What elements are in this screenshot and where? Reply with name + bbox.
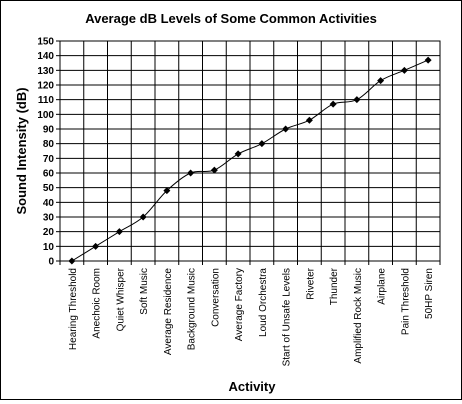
x-tick-label: Average Residence	[163, 268, 174, 356]
data-point-marker	[282, 125, 290, 133]
data-point-marker	[353, 96, 361, 104]
y-tick-label: 20	[43, 227, 55, 238]
y-tick-label: 100	[37, 110, 54, 121]
y-tick-label: 120	[37, 81, 54, 92]
y-tick-label: 70	[43, 154, 55, 165]
data-point-marker	[234, 150, 242, 158]
x-axis-label: Activity	[229, 379, 277, 394]
x-tick-labels: Hearing Threshold Anechoic Room Quiet Whis…	[68, 267, 435, 366]
chart-title: Average dB Levels of Some Common Activit…	[85, 11, 377, 26]
y-tick-label: 50	[43, 183, 55, 194]
y-tick-label: 40	[43, 198, 55, 209]
y-tick-label: 130	[37, 66, 54, 77]
x-tick-label: Background Music	[187, 268, 198, 350]
data-point-marker	[115, 228, 123, 236]
data-point-marker	[210, 166, 218, 174]
y-tick-label: 140	[37, 51, 54, 62]
data-point-marker	[258, 140, 266, 148]
y-tick-label: 150	[37, 37, 54, 48]
x-tick-label: Airplane	[377, 268, 388, 305]
y-tick-label: 60	[43, 169, 55, 180]
data-point-marker	[187, 169, 195, 177]
x-tick-label: Anechoic Room	[92, 268, 103, 339]
x-tick-label: Conversation	[210, 268, 221, 327]
x-tick-label: Hearing Threshold	[68, 268, 79, 350]
x-tick-label: 50HP Siren	[424, 268, 435, 319]
y-tick-label: 0	[48, 257, 54, 268]
data-point-marker	[68, 257, 76, 265]
y-tick-label: 30	[43, 213, 55, 224]
y-axis-label: Sound Intensity (dB)	[14, 87, 29, 214]
x-tick-label: Amplified Rock Music	[353, 268, 364, 364]
data-point-marker	[400, 66, 408, 74]
series-line	[71, 59, 429, 262]
data-point-marker	[329, 100, 337, 108]
data-point-marker	[377, 77, 385, 85]
x-tick-label: Loud Orchestra	[258, 268, 269, 337]
y-tick-label: 110	[38, 95, 55, 106]
x-tick-label: Pain Threshold	[400, 268, 411, 335]
y-tick-label: 80	[43, 139, 55, 150]
data-point-marker	[92, 242, 100, 250]
x-tick-label: Soft Music	[139, 268, 150, 315]
data-point-marker	[305, 116, 313, 124]
x-tick-label: Average Factory	[234, 268, 245, 341]
data-point-marker	[424, 56, 432, 64]
y-tick-label: 10	[43, 242, 55, 253]
x-tick-label: Start of Unsafe Levels	[282, 268, 293, 366]
y-tick-label: 90	[43, 125, 55, 136]
grid	[56, 40, 441, 265]
x-tick-label: Thunder	[329, 267, 340, 305]
x-tick-label: Quiet Whisper	[115, 267, 126, 331]
data-point-marker	[139, 213, 147, 221]
y-tick-labels: 0 10 20 30 40 50 60 70 80 90 100 110 120 130 140 150	[37, 37, 54, 268]
data-point-marker	[163, 187, 171, 195]
x-tick-label: Riveter	[305, 267, 316, 299]
data-markers	[68, 56, 432, 265]
